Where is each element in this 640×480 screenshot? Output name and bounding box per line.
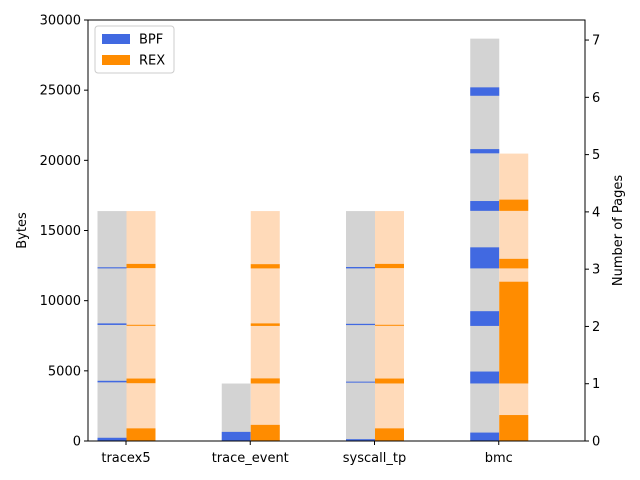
data-bar-segment [499, 199, 529, 211]
data-bar-segment [346, 439, 375, 441]
y2-tick-label: 1 [592, 377, 600, 392]
legend-swatch [102, 55, 130, 65]
y-tick-label: 15000 [40, 224, 81, 239]
data-bar-segment [250, 424, 280, 441]
legend: BPF REX [94, 25, 175, 74]
data-bar-segment [470, 311, 500, 326]
legend-swatch [102, 34, 130, 44]
data-bar-segment [97, 380, 127, 383]
data-bar-segment [375, 324, 404, 326]
y2-tick-label: 6 [592, 91, 600, 106]
page-background-bar [250, 211, 280, 441]
data-bar-segment [470, 201, 500, 211]
data-bar-segment [97, 267, 127, 269]
data-bar-segment [470, 432, 500, 441]
data-bar-segment [126, 263, 156, 269]
data-bar-segment [346, 266, 375, 269]
y-axis-label: Bytes [15, 212, 30, 249]
y-tick-label: 5000 [48, 364, 81, 379]
data-bar-segment [470, 149, 500, 154]
y2-tick-label: 3 [592, 263, 600, 278]
data-bar-segment [126, 378, 156, 384]
y-tick-label: 0 [73, 435, 81, 450]
y-tick-label: 25000 [40, 84, 81, 99]
page-background-bar [375, 211, 404, 441]
data-bar-segment [97, 323, 127, 325]
data-bar-segment [126, 428, 156, 441]
data-bar-segment [470, 247, 500, 269]
x-tick-label: trace_event [212, 451, 289, 466]
y2-tick-label: 5 [592, 148, 600, 163]
data-bar-segment [375, 378, 404, 384]
data-bar-segment [375, 263, 404, 269]
x-tick-label: tracex5 [101, 451, 150, 466]
data-bar-segment [126, 324, 156, 326]
page-background-bar [97, 211, 127, 441]
data-bar-segment [346, 323, 375, 326]
legend-label: REX [139, 54, 165, 69]
y2-axis-label: Number of Pages [611, 175, 626, 286]
data-bar-segment [346, 381, 375, 383]
y2-tick-label: 4 [592, 205, 600, 220]
axes-layer: 0 5000 10000 15000 20000 25000 30000 0 1 2 3 4 5 6 7 tr… [15, 14, 626, 467]
y2-tick-label: 0 [592, 435, 600, 450]
legend-label: BPF [139, 33, 163, 48]
page-background-bar [126, 211, 156, 441]
data-bar-segment [470, 87, 500, 96]
data-bar-segment [499, 258, 529, 269]
data-bar-segment [499, 415, 529, 441]
x-tick-label: bmc [485, 451, 513, 466]
y2-tick-label: 7 [592, 34, 600, 49]
y-tick-label: 10000 [40, 294, 81, 309]
y-tick-label: 30000 [40, 14, 81, 29]
data-bar-segment [250, 378, 280, 384]
data-bar-segment [221, 431, 251, 441]
data-bar-segment [250, 264, 280, 269]
page-background-bar [221, 383, 251, 441]
y2-tick-label: 2 [592, 320, 600, 335]
data-bar-segment [375, 428, 404, 441]
page-background-bar [346, 211, 375, 441]
data-bar-segment [470, 371, 500, 384]
data-bar-segment [97, 437, 127, 441]
bars-layer [97, 38, 529, 442]
data-bar-segment [250, 323, 280, 326]
y-tick-label: 20000 [40, 154, 81, 169]
data-bar-segment [499, 281, 529, 384]
x-tick-label: syscall_tp [343, 451, 406, 466]
